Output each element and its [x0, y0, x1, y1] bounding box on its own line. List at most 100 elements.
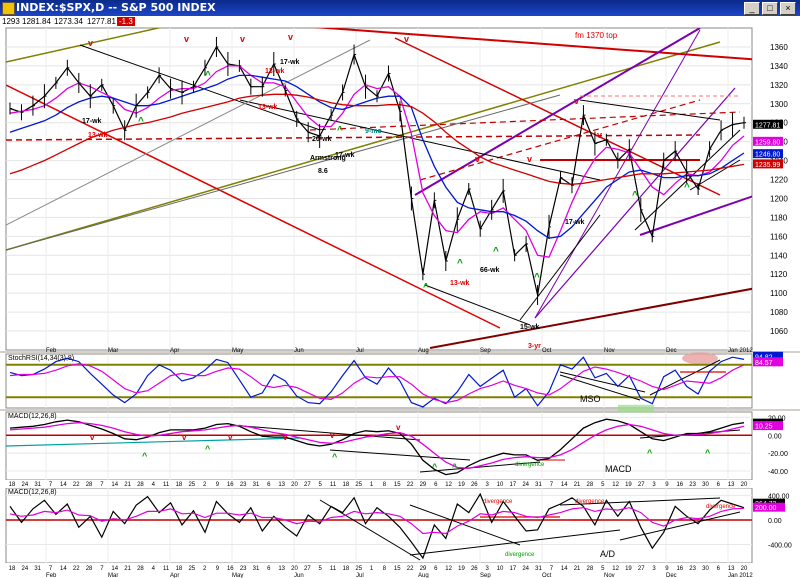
x-tick-label: 10 — [497, 482, 504, 488]
x-tick-label: 5 — [319, 566, 323, 572]
y-tick-label: 1160 — [770, 232, 788, 241]
x-tick-label: 21 — [574, 566, 581, 572]
divergence-note: divergence — [483, 499, 513, 505]
cycle-annotation: 17-wk — [82, 118, 102, 125]
trend-line — [329, 449, 471, 461]
cycle-annotation: Armstrong — [310, 155, 346, 162]
x-tick-label: 20 — [741, 566, 748, 572]
trend-line — [6, 41, 721, 251]
cycle-annotation: 13-wk — [450, 280, 470, 287]
panel-title: StochRSI(14,34(3),8) — [8, 355, 74, 362]
close-button[interactable]: × — [780, 2, 796, 15]
x-tick-label: 19 — [625, 566, 632, 572]
trend-line — [6, 84, 501, 329]
x-tick-label: 14 — [111, 566, 118, 572]
x-tick-label: 19 — [458, 566, 465, 572]
trough-marker: ^ — [452, 462, 458, 472]
trough-marker: ^ — [684, 182, 690, 193]
x-tick-label: 17 — [509, 566, 516, 572]
trend-line — [414, 28, 701, 196]
macd-line — [9, 418, 745, 476]
minimize-button[interactable]: _ — [744, 2, 760, 15]
window-title: INDEX:$SPX,D -- S&P 500 INDEX — [16, 1, 216, 14]
x-tick-label: 20 — [291, 482, 298, 488]
x-tick-label: 9 — [216, 566, 220, 572]
x-tick-label: 25 — [188, 566, 195, 572]
x-tick-label: 11 — [163, 566, 170, 572]
x-tick-label: 24 — [21, 482, 28, 488]
trend-line — [409, 504, 521, 546]
trend-line — [639, 195, 752, 236]
series-line-1 — [9, 65, 745, 258]
x-tick-label: 31 — [34, 566, 41, 572]
month-label: May — [232, 573, 243, 578]
x-tick-label: 28 — [587, 482, 594, 488]
trend-line — [409, 529, 621, 556]
y-tick-label: 0.00 — [768, 433, 782, 440]
x-tick-label: 13 — [278, 482, 285, 488]
x-tick-label: 16 — [676, 482, 683, 488]
month-label: Jan 2012 — [728, 348, 753, 354]
x-tick-label: 3 — [485, 482, 489, 488]
cycle-annotation: 66-wk — [480, 267, 500, 274]
y-tick-label: -20.00 — [768, 451, 788, 458]
x-tick-label: 31 — [535, 566, 542, 572]
date-strip — [0, 563, 800, 578]
month-label: Oct — [542, 573, 552, 578]
month-label: Feb — [46, 573, 57, 578]
trough-marker: ^ — [457, 258, 463, 269]
x-tick-label: 8 — [383, 482, 387, 488]
x-tick-label: 14 — [561, 566, 568, 572]
x-tick-label: 19 — [625, 482, 632, 488]
x-tick-label: 25 — [188, 482, 195, 488]
x-tick-label: 13 — [728, 482, 735, 488]
y-tick-label: 400.00 — [768, 493, 790, 500]
peak-marker: v — [88, 38, 93, 48]
x-tick-label: 4 — [152, 482, 156, 488]
x-tick-label: 18 — [343, 566, 350, 572]
x-tick-label: 3 — [652, 566, 656, 572]
cycle-annotation: 17-wk — [335, 152, 355, 159]
month-label: Dec — [666, 348, 677, 354]
x-tick-label: 23 — [240, 566, 247, 572]
x-tick-label: 2 — [203, 566, 207, 572]
x-tick-label: 28 — [86, 482, 93, 488]
low-value: 1273.34 — [54, 17, 83, 26]
x-tick-label: 28 — [86, 566, 93, 572]
x-tick-label: 29 — [420, 482, 427, 488]
macd-label: MACD — [605, 464, 632, 474]
title-bar[interactable]: INDEX:$SPX,D -- S&P 500 INDEX _ □ × — [0, 0, 800, 16]
x-tick-label: 28 — [137, 482, 144, 488]
x-tick-label: 20 — [741, 482, 748, 488]
x-tick-label: 22 — [407, 566, 414, 572]
x-tick-label: 26 — [471, 482, 478, 488]
divergence-note: divergence — [575, 499, 605, 505]
x-tick-label: 24 — [522, 566, 529, 572]
cycle-annotation: 13-wk — [258, 104, 278, 111]
x-tick-label: 28 — [587, 566, 594, 572]
cycle-annotation: 13-wk — [88, 132, 108, 139]
x-tick-label: 7 — [550, 482, 554, 488]
trough-marker: ^ — [423, 282, 429, 293]
x-tick-label: 22 — [73, 482, 80, 488]
month-label: Mar — [108, 348, 118, 354]
x-tick-label: 8 — [383, 566, 387, 572]
x-tick-label: 13 — [278, 566, 285, 572]
maximize-button[interactable]: □ — [762, 2, 778, 15]
trough-marker: ^ — [205, 444, 211, 454]
macd-series-group — [9, 418, 745, 476]
x-tick-label: 16 — [227, 482, 234, 488]
stochrsi-series-group — [9, 356, 745, 408]
trend-line — [6, 134, 701, 141]
trough-marker: ^ — [205, 70, 211, 81]
x-tick-label: 11 — [330, 566, 337, 572]
x-tick-label: 9 — [665, 566, 669, 572]
y-tick-label: 1120 — [770, 270, 788, 279]
x-tick-label: 22 — [73, 566, 80, 572]
month-label: Jul — [356, 348, 364, 354]
y-tick-label: 1360 — [770, 43, 788, 52]
x-tick-label: 12 — [612, 482, 619, 488]
x-tick-label: 2 — [203, 482, 207, 488]
x-tick-label: 31 — [253, 566, 260, 572]
